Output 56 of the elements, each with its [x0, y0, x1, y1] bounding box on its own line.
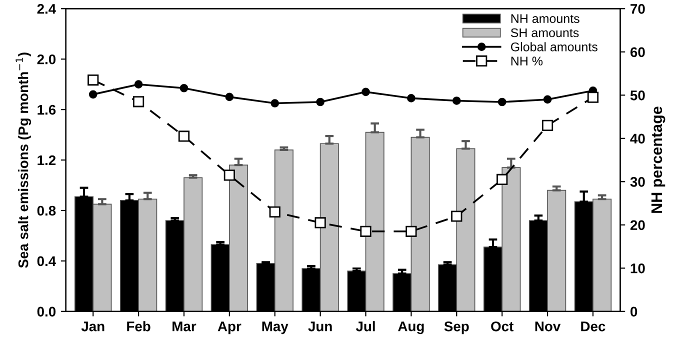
y2-tick-label: 20: [630, 220, 645, 230]
point: [543, 95, 552, 104]
point: [498, 98, 506, 106]
y-axis-title: Sea salt emissions (Pg month$^{−1}$): [16, 52, 32, 268]
point: [224, 170, 235, 181]
point: [587, 92, 599, 103]
y2-tick-label: 0: [630, 306, 638, 317]
point: [134, 80, 143, 89]
y-tick-label: 0.0: [37, 306, 56, 317]
point: [225, 92, 234, 102]
y-tick-label: 0.8: [37, 206, 56, 216]
x-tick-label: Mar: [172, 322, 196, 332]
x-tick-label: Nov: [535, 322, 561, 332]
y-tick-label: 2.4: [37, 4, 56, 14]
point: [360, 226, 372, 237]
x-tick-label: Sep: [444, 321, 469, 334]
y2-tick-label: 70: [630, 4, 645, 14]
y2-axis-title: NH percentage: [651, 106, 666, 213]
y2-tick-label: 10: [630, 263, 645, 274]
x-tick-label: Apr: [218, 322, 242, 334]
y2-tick-label: 40: [630, 134, 645, 144]
y-tick-label: 1.6: [38, 104, 56, 115]
point: [316, 98, 324, 106]
y-tick-label: 2.0: [37, 54, 56, 64]
point: [452, 96, 461, 105]
x-tick-label: Dec: [581, 322, 606, 332]
point: [178, 130, 190, 142]
legend-label: Global amounts: [510, 42, 598, 52]
x-tick-label: Jan: [81, 322, 104, 332]
x-tick-label: Jun: [308, 322, 332, 332]
point: [314, 217, 326, 228]
point: [542, 120, 554, 131]
point: [451, 210, 462, 222]
point: [362, 88, 370, 96]
x-tick-label: Feb: [127, 321, 150, 332]
point: [406, 226, 417, 237]
x-tick-label: May: [262, 322, 288, 334]
legend-label: SH amounts: [510, 28, 579, 38]
y2-tick-label: 60: [630, 47, 645, 58]
point: [88, 90, 98, 99]
x-tick-label: Aug: [398, 322, 424, 334]
legend-label: NH %: [511, 56, 543, 66]
y-tick-label: 0.4: [37, 256, 56, 266]
y-tick-label: 1.2: [38, 155, 56, 166]
point: [496, 174, 508, 186]
point: [269, 206, 280, 218]
x-tick-label: Jul: [356, 321, 375, 332]
point: [270, 99, 280, 108]
point: [407, 94, 416, 102]
legend-label: NH amounts: [511, 14, 580, 24]
x-tick-label: Oct: [491, 321, 514, 332]
y2-tick-label: 30: [630, 176, 645, 187]
point: [180, 84, 188, 92]
point: [132, 96, 144, 108]
point: [88, 74, 99, 86]
y2-tick-label: 50: [630, 90, 645, 100]
